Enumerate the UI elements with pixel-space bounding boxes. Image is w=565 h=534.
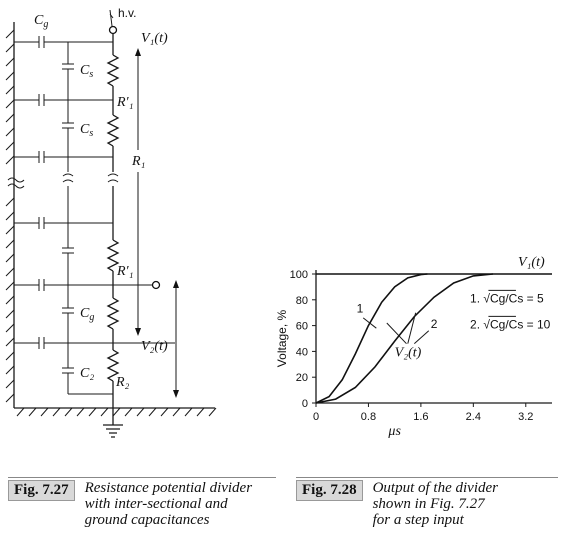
series-pointer-1 — [363, 318, 376, 328]
y-tick-label: 0 — [302, 398, 308, 410]
r1-label: R₁ — [131, 154, 145, 169]
output-label: V₂(t) — [395, 346, 422, 361]
x-tick-label: 1.6 — [413, 411, 428, 423]
r2-label: R₂ — [115, 375, 130, 390]
caption-fig-7-27: Fig. 7.27 Resistance potential divider w… — [8, 480, 280, 532]
x-tick-label: 3.2 — [518, 411, 533, 423]
y-tick-label: 100 — [290, 269, 308, 281]
r1-dimension-arrow — [135, 48, 141, 336]
c2-label: C₂ — [80, 366, 94, 381]
column-break-mark — [108, 174, 118, 182]
output-arrow-1 — [387, 323, 407, 344]
r1-prime-label-bottom: R′₁ — [116, 264, 133, 279]
cs-label-2: Cs — [80, 122, 93, 139]
cg-label-lower: Cg — [80, 306, 94, 323]
caption-rule-left — [8, 477, 276, 478]
series-curve-1 — [316, 274, 427, 403]
resistor-section — [108, 55, 118, 86]
series-pointer-2 — [414, 331, 428, 344]
intersection-capacitors — [62, 42, 113, 394]
fig-7-28-tag: Fig. 7.28 — [296, 480, 363, 501]
fig-7-28-text: Output of the divider shown in Fig. 7.27… — [373, 480, 498, 528]
x-tick-label: 0 — [313, 411, 319, 423]
hv-label: h.v. — [118, 6, 136, 20]
v2-label-circuit: V₂(t) — [141, 339, 168, 354]
caption-fig-7-28: Fig. 7.28 Output of the divider shown in… — [296, 480, 561, 532]
v2-dimension-arrow — [173, 280, 179, 398]
r1-prime-label-top: R′₁ — [116, 95, 133, 110]
series-label-2: 2 — [431, 317, 438, 331]
reference-label: V₁(t) — [518, 255, 545, 270]
tap-terminal — [153, 282, 160, 289]
output-arrow-2 — [408, 313, 416, 344]
x-tick-label: 0.8 — [361, 411, 376, 423]
hv-arrow — [110, 10, 113, 26]
legend-entry-1: 1. √Cg/Cs = 5 — [470, 291, 544, 305]
fig-7-27-tag: Fig. 7.27 — [8, 480, 75, 501]
ground-capacitors — [14, 36, 175, 349]
y-tick-label: 80 — [296, 295, 308, 307]
ground-wall-hatch — [6, 30, 14, 402]
resistor-section — [108, 115, 118, 146]
x-tick-label: 2.4 — [466, 411, 481, 423]
fig-7-27-text: Resistance potential divider with inter-… — [85, 480, 252, 528]
earth-icon — [103, 425, 123, 437]
resistor-section — [108, 298, 118, 329]
v1-label-circuit: V₁(t) — [141, 31, 168, 46]
y-tick-label: 40 — [296, 346, 308, 358]
series-curve-2 — [316, 274, 493, 403]
y-tick-label: 60 — [296, 321, 308, 333]
legend-entry-2: 2. √Cg/Cs = 10 — [470, 317, 551, 331]
y-tick-label: 20 — [296, 372, 308, 384]
hv-terminal — [110, 27, 117, 34]
ground-floor-hatch — [17, 408, 216, 416]
caption-rule-right — [296, 477, 558, 478]
circuit-diagram: h.v. — [6, 6, 216, 437]
series-label-1: 1 — [357, 302, 364, 316]
y-axis-label: Voltage, % — [275, 309, 289, 367]
cg-label-top: Cg — [34, 13, 48, 30]
output-chart: 0 20 40 60 80 100 0 0.8 1.6 2.4 3.2 V₁(t) 1 2 V₂(t) 1. … — [275, 255, 552, 439]
cs-label-1: Cs — [80, 63, 93, 80]
x-axis-label: μs — [387, 424, 401, 439]
wall-break-mark — [8, 178, 24, 188]
